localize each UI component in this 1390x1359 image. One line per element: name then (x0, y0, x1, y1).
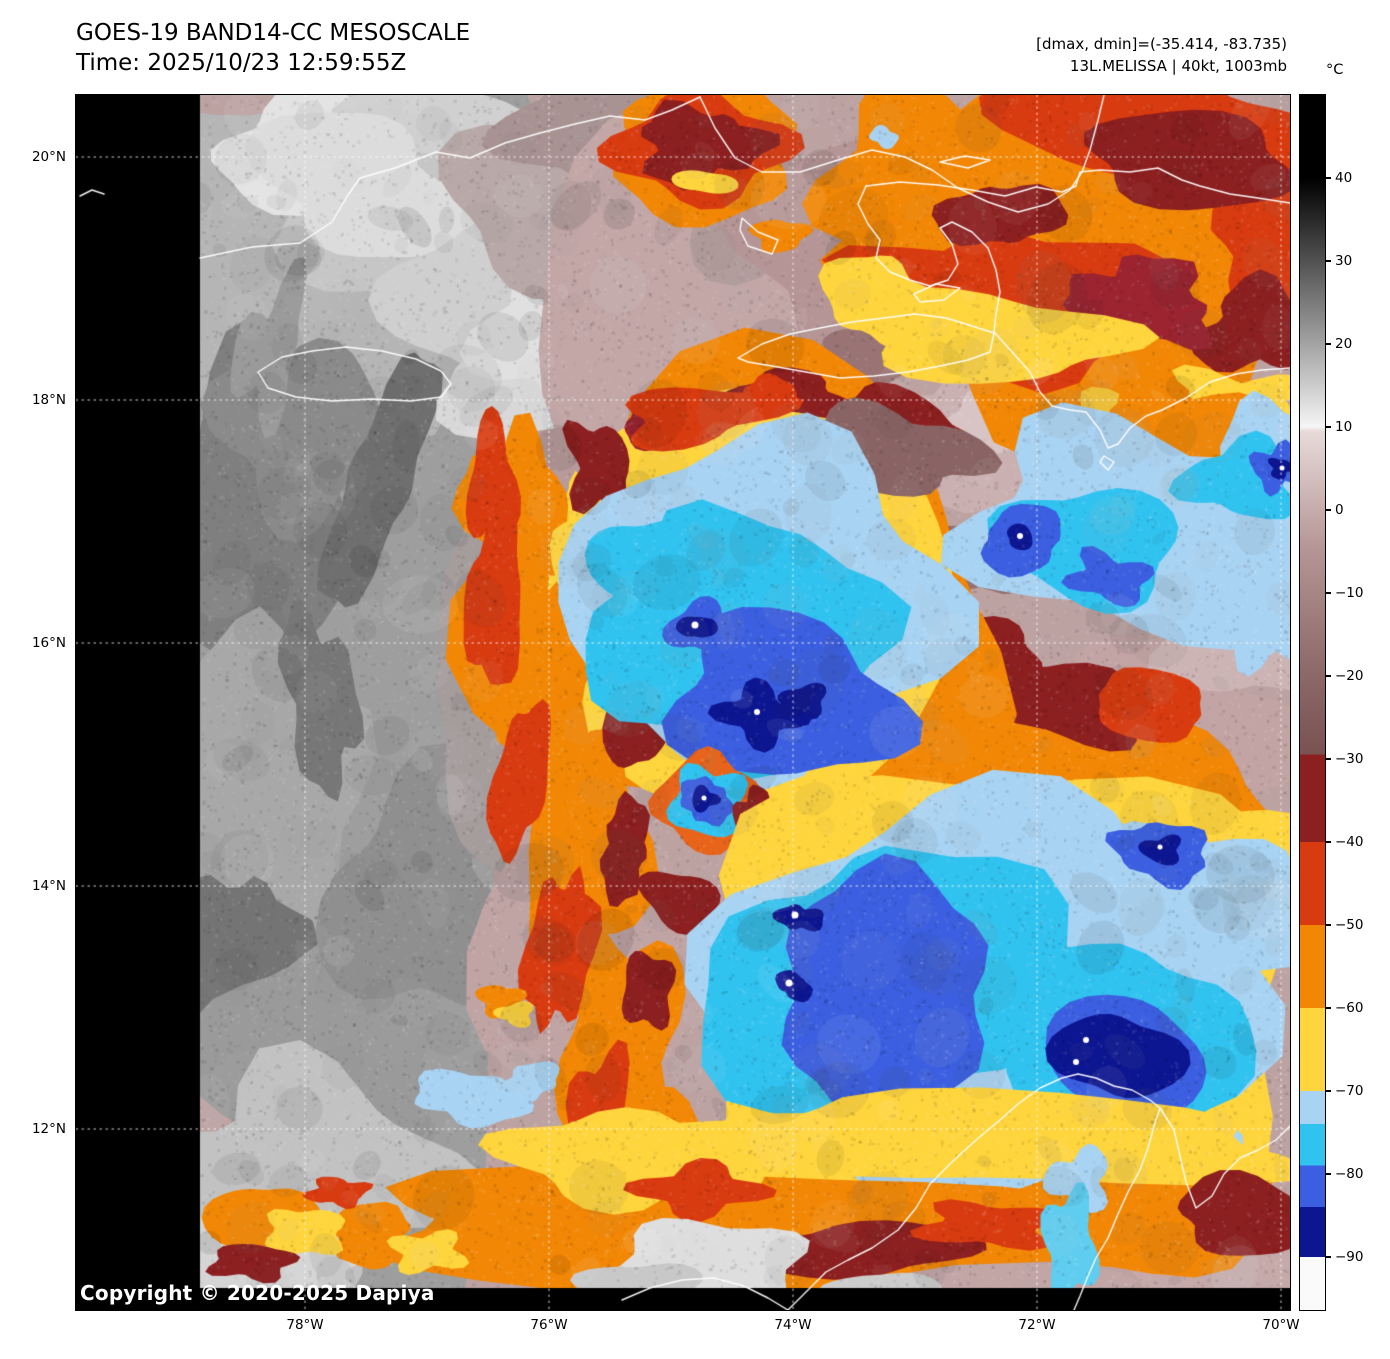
colorbar-tick-label: −30 (1335, 750, 1364, 767)
dmax-dmin-readout: [dmax, dmin]=(-35.414, -83.735) (1036, 35, 1287, 53)
colorbar-tick-mark (1326, 840, 1331, 843)
lat-tick-label: 16°N (31, 635, 66, 651)
storm-info: 13L.MELISSA | 40kt, 1003mb (1069, 56, 1287, 75)
colorbar-tick-label: −90 (1335, 1248, 1364, 1265)
colorbar-tick-mark (1326, 1006, 1331, 1009)
colorbar-tick-label: 0 (1335, 501, 1344, 518)
lon-tick-label: 76°W (530, 1317, 568, 1333)
satellite-imagery-canvas (76, 95, 1290, 1310)
colorbar-tick-mark (1326, 259, 1331, 262)
colorbar-tick-label: −80 (1335, 1165, 1364, 1182)
colorbar-tick-label: −60 (1335, 999, 1364, 1016)
colorbar-tick-label: 30 (1335, 252, 1353, 269)
lon-tick-label: 74°W (774, 1317, 812, 1333)
colorbar-tick-mark (1326, 1172, 1331, 1175)
colorbar-tick-mark (1326, 923, 1331, 926)
timestamp: Time: 2025/10/23 12:59:55Z (76, 50, 407, 77)
colorbar-tick-label: 10 (1335, 418, 1353, 435)
lat-tick-label: 14°N (31, 878, 66, 894)
lat-tick-label: 12°N (31, 1121, 66, 1137)
lon-tick-label: 78°W (286, 1317, 324, 1333)
colorbar-unit-label: °C (1326, 62, 1344, 78)
colorbar-tick-label: 20 (1335, 335, 1353, 352)
colorbar-tick-mark (1326, 508, 1331, 511)
header-readouts: [dmax, dmin]=(-35.414, -83.735) 13L.MELI… (1036, 34, 1287, 78)
colorbar-tick-mark (1326, 176, 1331, 179)
colorbar-tick-label: −40 (1335, 833, 1364, 850)
lat-tick-label: 18°N (31, 392, 66, 408)
colorbar-tick-mark (1326, 674, 1331, 677)
colorbar-tick-label: −10 (1335, 584, 1364, 601)
colorbar-tick-mark (1326, 1089, 1331, 1092)
colorbar-tick-label: −50 (1335, 916, 1364, 933)
colorbar-tick-mark (1326, 1255, 1331, 1258)
title-block: GOES-19 BAND14-CC MESOSCALE Time: 2025/1… (76, 18, 470, 79)
temperature-colorbar (1299, 94, 1326, 1311)
colorbar-tick-label: 40 (1335, 169, 1353, 186)
copyright-watermark: Copyright © 2020-2025 Dapiya (80, 1281, 435, 1305)
colorbar-tick-mark (1326, 591, 1331, 594)
colorbar-tick-label: −20 (1335, 667, 1364, 684)
lon-tick-label: 70°W (1262, 1317, 1300, 1333)
lon-tick-label: 72°W (1018, 1317, 1056, 1333)
colorbar-tick-mark (1326, 342, 1331, 345)
satellite-map-plot: Copyright © 2020-2025 Dapiya (75, 94, 1291, 1311)
colorbar-tick-mark (1326, 425, 1331, 428)
colorbar-tick-label: −70 (1335, 1082, 1364, 1099)
page-title: GOES-19 BAND14-CC MESOSCALE (76, 20, 471, 46)
lat-tick-label: 20°N (31, 149, 66, 165)
colorbar-tick-mark (1326, 757, 1331, 760)
